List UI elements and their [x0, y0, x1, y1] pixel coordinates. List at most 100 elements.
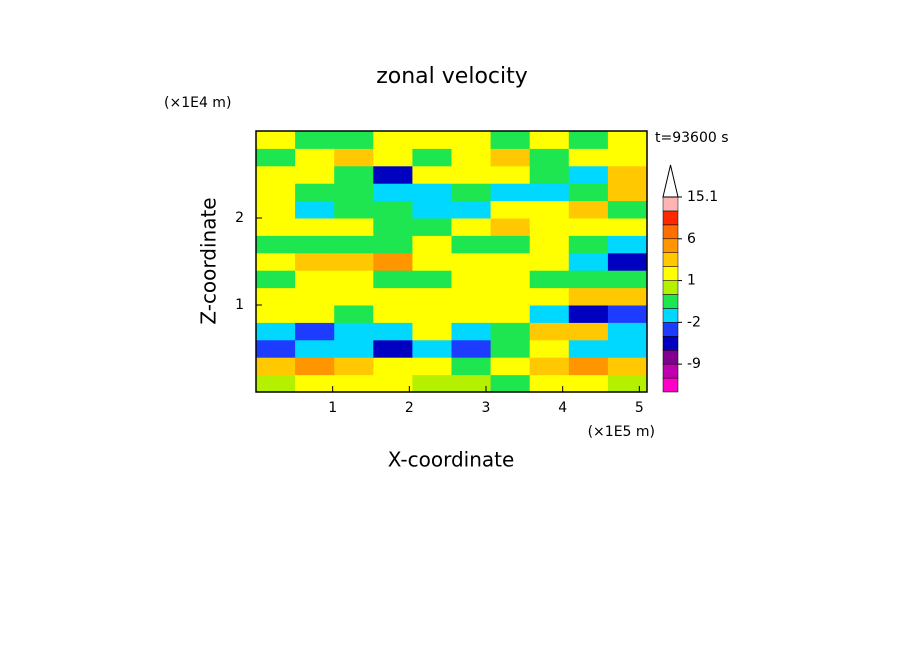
field-cell — [568, 305, 609, 323]
field-cell — [295, 131, 335, 149]
field-cell — [256, 287, 296, 306]
field-cell — [334, 183, 374, 202]
field-cell — [334, 252, 374, 271]
field-cell — [295, 357, 335, 376]
field-cell — [373, 305, 413, 323]
field-cell — [451, 183, 492, 202]
field-cell — [529, 252, 570, 271]
field-cell — [373, 322, 413, 341]
field-cell — [607, 131, 648, 149]
field-cell — [412, 218, 452, 236]
field-cell — [295, 218, 335, 236]
field-cell — [568, 270, 609, 289]
field-cell — [451, 200, 492, 219]
field-cell — [373, 339, 413, 358]
field-cell — [412, 183, 452, 202]
field-cell — [451, 357, 492, 376]
field-cell — [607, 148, 648, 167]
field-cell — [490, 339, 531, 358]
field-cell — [256, 339, 296, 358]
field-cell — [529, 305, 570, 323]
field-cell — [373, 287, 413, 306]
field-cell — [295, 322, 335, 341]
field-cell — [529, 357, 570, 376]
field-cell — [334, 322, 374, 341]
field-cell — [412, 131, 452, 149]
field-cell — [334, 148, 374, 167]
field-cell — [373, 270, 413, 289]
field-cell — [529, 339, 570, 358]
field-cell — [568, 218, 609, 236]
field-cell — [568, 374, 609, 393]
colorbar-segment — [662, 349, 679, 365]
field-cell — [412, 305, 452, 323]
colorbar-tick-label: -2 — [687, 314, 701, 330]
field-cell — [295, 374, 335, 393]
colorbar-extension — [662, 164, 679, 198]
field-cell — [256, 131, 296, 149]
field-cell — [412, 252, 452, 271]
field-cell — [607, 374, 648, 393]
field-cell — [373, 357, 413, 376]
field-cell — [568, 183, 609, 202]
colorbar-tick-label: 15.1 — [687, 189, 718, 205]
field-cell — [412, 374, 452, 393]
field-cell — [373, 148, 413, 167]
field-cell — [607, 357, 648, 376]
field-cell — [334, 270, 374, 289]
field-cell — [256, 218, 296, 236]
field-cell — [334, 218, 374, 236]
field-cell — [256, 200, 296, 219]
field-cell — [529, 374, 570, 393]
field-cell — [373, 374, 413, 393]
field-cell — [607, 252, 648, 271]
x-axis-label: X-coordinate — [388, 448, 515, 472]
field-cell — [334, 131, 374, 149]
field-cell — [412, 235, 452, 254]
field-cell — [334, 165, 374, 184]
field-cell — [529, 131, 570, 149]
field-cell — [451, 252, 492, 271]
field-cell — [256, 165, 296, 184]
field-cell — [490, 357, 531, 376]
field-cell — [529, 165, 570, 184]
field-cell — [490, 252, 531, 271]
field-cell — [607, 270, 648, 289]
field-cell — [412, 339, 452, 358]
field-cell — [451, 235, 492, 254]
field-cell — [490, 200, 531, 219]
field-cell — [490, 183, 531, 202]
y-tick-label: 2 — [235, 210, 244, 226]
field-cell — [607, 339, 648, 358]
field-cell — [607, 287, 648, 306]
field-cell — [568, 322, 609, 341]
field-cell — [256, 322, 296, 341]
colorbar-segment — [662, 266, 679, 281]
field-cell — [568, 165, 609, 184]
colorbar-tick-label: 6 — [687, 231, 696, 247]
field-cell — [373, 200, 413, 219]
field-cell — [451, 131, 492, 149]
field-cell — [334, 357, 374, 376]
field-cell — [490, 148, 531, 167]
field-cell — [412, 357, 452, 376]
field-cell — [334, 235, 374, 254]
field-cell — [451, 165, 492, 184]
field-cell — [256, 148, 296, 167]
x-tick-label: 5 — [635, 400, 644, 416]
field-cell — [490, 287, 531, 306]
field-cell — [295, 305, 335, 323]
field-cell — [607, 218, 648, 236]
field-cell — [256, 235, 296, 254]
field-cell — [256, 374, 296, 393]
field-cell — [412, 200, 452, 219]
field-cell — [295, 252, 335, 271]
x-unit: (×1E5 m) — [588, 424, 655, 440]
field-cell — [373, 183, 413, 202]
field-cell — [451, 305, 492, 323]
field-cell — [295, 148, 335, 167]
colorbar-segment — [662, 252, 679, 267]
field-cell — [568, 200, 609, 219]
field-cell — [529, 270, 570, 289]
colorbar-segment — [662, 294, 679, 309]
